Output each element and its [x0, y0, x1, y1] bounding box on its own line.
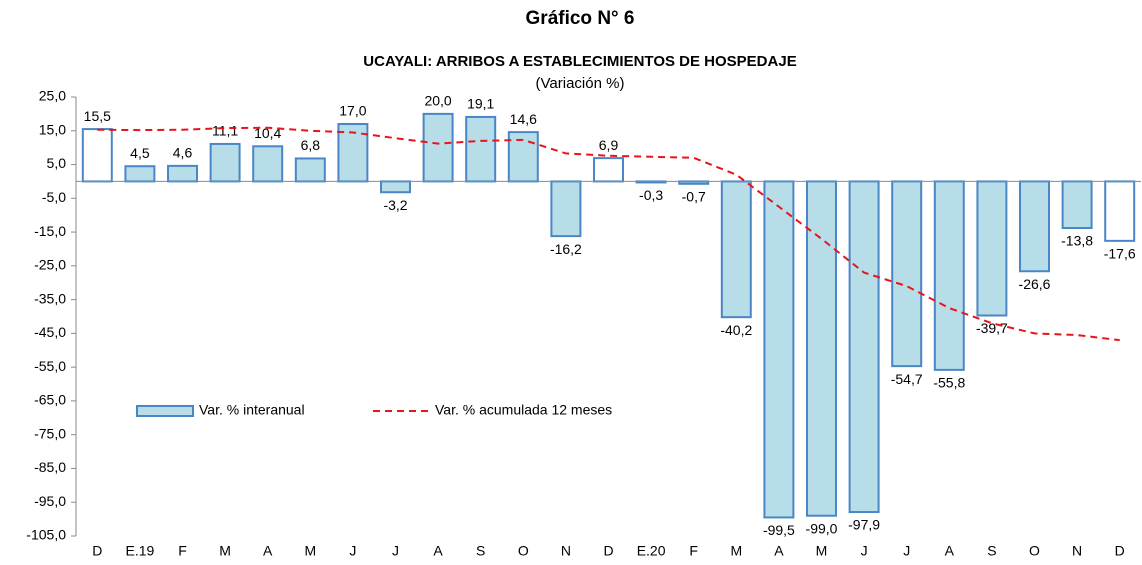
x-tick-label: N — [561, 543, 571, 559]
data-label: 4,5 — [130, 145, 150, 161]
data-label: 6,8 — [301, 137, 321, 153]
bar — [933, 180, 965, 371]
x-tick-label: A — [263, 543, 273, 559]
data-label: -16,2 — [550, 241, 582, 257]
x-tick-label: J — [349, 543, 356, 559]
data-label: 15,5 — [84, 108, 111, 124]
y-tick-label: -65,0 — [34, 392, 66, 408]
bar — [891, 180, 923, 368]
y-tick-label: -15,0 — [34, 223, 66, 239]
x-tick-label: S — [987, 543, 996, 559]
y-tick-label: 25,0 — [39, 88, 66, 104]
bar — [380, 180, 411, 194]
x-tick-label: S — [476, 543, 485, 559]
y-tick-label: 15,0 — [39, 121, 66, 137]
data-label: 17,0 — [339, 103, 366, 119]
x-tick-label: D — [603, 543, 613, 559]
x-tick-label: F — [689, 543, 698, 559]
y-tick-label: -45,0 — [34, 324, 66, 340]
data-label: 19,1 — [467, 96, 494, 112]
data-label: 4,6 — [173, 145, 193, 161]
data-label: -39,7 — [976, 320, 1008, 336]
data-label: -26,6 — [1019, 276, 1051, 292]
data-label: 14,6 — [510, 111, 537, 127]
data-label: -54,7 — [891, 371, 923, 387]
y-tick-label: -5,0 — [42, 189, 66, 205]
unit-note: (Variación %) — [536, 75, 625, 92]
x-tick-label: M — [816, 543, 828, 559]
legend-label: Var. % interanual — [199, 402, 305, 418]
data-label: -99,0 — [806, 520, 838, 536]
x-tick-label: F — [178, 543, 187, 559]
x-tick-label: N — [1072, 543, 1082, 559]
x-tick-label: M — [219, 543, 231, 559]
data-label: -0,3 — [639, 187, 663, 203]
bar — [720, 180, 752, 319]
bar — [167, 164, 198, 183]
data-label: 6,9 — [599, 137, 619, 153]
x-tick-label: M — [304, 543, 316, 559]
y-tick-label: 5,0 — [47, 155, 67, 171]
chart-subtitle: UCAYALI: ARRIBOS A ESTABLECIMIENTOS DE H… — [363, 53, 796, 70]
y-tick-label: -35,0 — [34, 290, 66, 306]
bar — [507, 131, 539, 183]
bar — [81, 128, 113, 183]
bar — [848, 180, 880, 514]
bar — [1104, 180, 1136, 242]
data-label: -0,7 — [682, 188, 706, 204]
x-tick-label: O — [1029, 543, 1040, 559]
x-tick-label: O — [518, 543, 529, 559]
data-label: -3,2 — [383, 197, 407, 213]
bar — [1019, 180, 1050, 273]
x-tick-label: A — [433, 543, 443, 559]
y-tick-label: -105,0 — [26, 527, 66, 543]
y-tick-label: -75,0 — [34, 425, 66, 441]
data-label: 10,4 — [254, 125, 281, 141]
legend-label: Var. % acumulada 12 meses — [435, 402, 612, 418]
x-tick-label: J — [861, 543, 868, 559]
bar — [422, 112, 454, 183]
x-tick-label: D — [1115, 543, 1125, 559]
y-tick-label: -95,0 — [34, 493, 66, 509]
x-tick-label: E.20 — [637, 543, 666, 559]
y-tick-label: -85,0 — [34, 459, 66, 475]
line — [97, 126, 1120, 342]
x-tick-label: A — [774, 543, 784, 559]
data-label: -99,5 — [763, 522, 795, 538]
bar — [294, 157, 326, 183]
y-tick-label: -55,0 — [34, 358, 66, 374]
data-label: 20,0 — [424, 93, 451, 109]
bar — [593, 157, 624, 183]
bar — [550, 180, 582, 238]
data-label: -13,8 — [1061, 233, 1093, 249]
bar — [976, 180, 1008, 317]
data-label: -55,8 — [933, 375, 965, 391]
bar — [763, 180, 795, 519]
legend-swatch — [136, 405, 194, 417]
bar — [209, 142, 241, 183]
data-label: -40,2 — [720, 322, 752, 338]
bar — [1061, 180, 1093, 230]
x-tick-label: D — [92, 543, 102, 559]
data-label: -97,9 — [848, 517, 880, 533]
bar — [124, 165, 156, 183]
x-tick-label: M — [730, 543, 742, 559]
bar — [465, 115, 497, 183]
x-tick-label: E.19 — [125, 543, 154, 559]
bar — [252, 145, 284, 183]
data-label: -17,6 — [1104, 246, 1136, 262]
bar — [806, 180, 837, 517]
x-tick-label: A — [945, 543, 955, 559]
y-tick-label: -25,0 — [34, 257, 66, 273]
data-label: 11,1 — [212, 123, 238, 139]
x-tick-label: J — [392, 543, 399, 559]
x-tick-label: J — [903, 543, 910, 559]
chart-title: Gráfico N° 6 — [526, 8, 635, 29]
